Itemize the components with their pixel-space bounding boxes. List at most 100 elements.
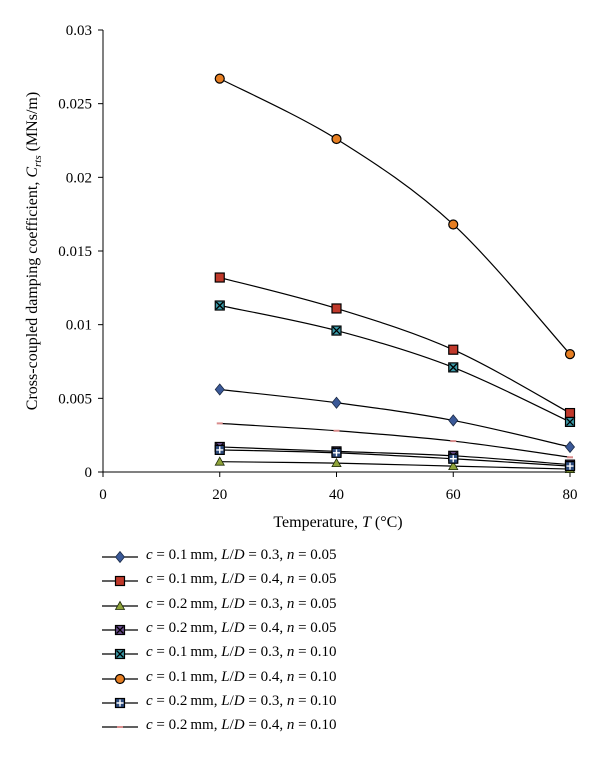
y-axis-title: Cross-coupled damping coefficient, Crts …: [24, 92, 44, 410]
legend-c-value: 0.1: [168, 644, 188, 661]
legend-item: c = 0.1 mm, L/D = 0.3, n = 0.05: [100, 545, 580, 569]
legend-ld-value: 0.4: [260, 571, 280, 588]
legend-n-value: 0.10: [310, 668, 337, 685]
legend-label: c = 0.1 mm, L/D = 0.3, n = 0.05: [146, 547, 337, 563]
series-line: [219, 446, 571, 466]
y-tick-label: 0.01: [66, 318, 92, 334]
legend-n-value: 0.10: [310, 692, 337, 709]
legend-ld-value: 0.4: [260, 717, 280, 734]
series-line: [219, 461, 571, 470]
legend-ld-value: 0.4: [260, 619, 280, 636]
data-point: [214, 300, 225, 311]
legend-swatch: [102, 649, 138, 660]
x-tick-label: 0: [99, 487, 107, 503]
legend-item: c = 0.2 mm, L/D = 0.4, n = 0.05: [100, 618, 580, 642]
data-point: [331, 303, 342, 314]
legend-item: c = 0.2 mm, L/D = 0.4, n = 0.10: [100, 715, 580, 739]
legend-label: c = 0.2 mm, L/D = 0.4, n = 0.10: [146, 717, 337, 734]
data-point: [564, 349, 576, 360]
data-point: [331, 447, 342, 458]
y-tick-label: 0.025: [58, 97, 92, 113]
series-line: [219, 78, 571, 355]
data-point: [114, 576, 126, 587]
legend-swatch: [102, 550, 138, 564]
data-point: [331, 396, 342, 409]
data-point: [448, 219, 459, 230]
axes: 0 0.005 0.01 0.015 0.02 0.025 0.03 0 20 40 60 80: [58, 23, 577, 503]
data-point: [448, 453, 459, 464]
legend-c-value: 0.2: [168, 595, 188, 612]
data-point: [114, 673, 126, 684]
x-tick-label: 20: [212, 487, 227, 503]
legend-n-value: 0.05: [310, 547, 337, 563]
legend-c-value: 0.2: [168, 717, 188, 734]
legend-n-value: 0.05: [310, 619, 337, 636]
legend-c-value: 0.2: [168, 619, 188, 636]
series-3: [214, 456, 576, 473]
legend-item: c = 0.2 mm, L/D = 0.3, n = 0.05: [100, 594, 580, 618]
x-tick-label: 40: [329, 487, 344, 503]
legend-label: c = 0.2 mm, L/D = 0.3, n = 0.05: [146, 595, 337, 612]
legend-swatch: [102, 673, 138, 684]
legend-swatch: [102, 624, 138, 635]
legend-ld-value: 0.3: [260, 644, 280, 661]
legend-ld-value: 0.3: [260, 547, 280, 563]
x-axis-title: Temperature, T (°C): [273, 514, 402, 531]
data-point: [214, 272, 225, 283]
data-point: [214, 383, 225, 396]
data-point: [114, 600, 126, 610]
series-line: [219, 276, 571, 414]
legend-item: c = 0.2 mm, L/D = 0.3, n = 0.10: [100, 691, 580, 715]
data-point: [448, 344, 459, 355]
y-tick-label: 0.03: [66, 23, 92, 39]
legend-swatch: [102, 726, 138, 729]
series-7: [214, 444, 576, 472]
data-point: [564, 416, 576, 428]
legend-label: c = 0.2 mm, L/D = 0.3, n = 0.10: [146, 692, 337, 709]
legend-n-value: 0.10: [310, 717, 337, 734]
chart-canvas: 0 0.005 0.01 0.015 0.02 0.025 0.03 0 20 40 60 80 Te…: [24, 23, 578, 531]
y-tick-label: 0.015: [58, 244, 92, 260]
data-point: [331, 325, 342, 336]
legend-label: c = 0.1 mm, L/D = 0.4, n = 0.10: [146, 668, 337, 685]
data-point: [214, 456, 225, 466]
legend-ld-value: 0.4: [260, 668, 280, 685]
series-5: [214, 300, 576, 428]
legend-n-value: 0.10: [310, 644, 337, 661]
legend-n-value: 0.05: [310, 571, 337, 588]
y-tick-label: 0.005: [58, 391, 92, 407]
series-line: [219, 449, 571, 467]
data-point: [114, 649, 126, 660]
legend-item: c = 0.1 mm, L/D = 0.3, n = 0.10: [100, 642, 580, 666]
series-line: [219, 388, 571, 448]
legend-swatch: [102, 697, 138, 708]
legend-ld-value: 0.3: [260, 595, 280, 612]
data-point: [564, 461, 576, 472]
legend-label: c = 0.1 mm, L/D = 0.3, n = 0.10: [146, 644, 337, 661]
legend-label: c = 0.2 mm, L/D = 0.4, n = 0.05: [146, 619, 337, 636]
data-point: [114, 624, 126, 635]
data-point: [114, 697, 126, 708]
data-point: [564, 440, 576, 454]
legend-item: c = 0.1 mm, L/D = 0.4, n = 0.05: [100, 569, 580, 593]
data-point: [114, 550, 126, 564]
legend-item: c = 0.1 mm, L/D = 0.4, n = 0.10: [100, 667, 580, 691]
series-layer: [214, 73, 576, 473]
y-tick-label: 0.02: [66, 170, 92, 186]
series-2: [214, 272, 576, 419]
data-point: [214, 444, 225, 455]
legend-swatch: [102, 576, 138, 587]
series-8: [216, 422, 573, 459]
series-line: [219, 304, 571, 423]
data-point: [448, 414, 459, 427]
legend-n-value: 0.05: [310, 595, 337, 612]
legend-c-value: 0.2: [168, 692, 188, 709]
series-6: [214, 73, 576, 360]
y-tick-label: 0: [85, 465, 93, 481]
legend-swatch: [102, 600, 138, 610]
data-point: [331, 133, 342, 145]
data-point: [331, 457, 342, 468]
data-point: [564, 407, 576, 419]
series-1: [214, 383, 576, 454]
x-tick-label: 80: [563, 487, 578, 503]
